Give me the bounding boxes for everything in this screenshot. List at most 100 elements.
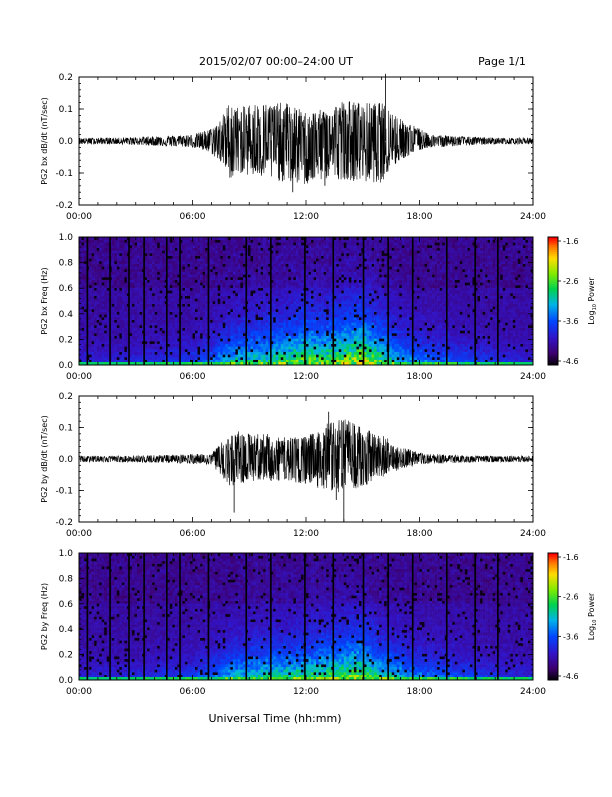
spectrogram-cell <box>213 352 216 355</box>
spectrogram-cell <box>155 280 158 283</box>
spectrogram-cell <box>97 248 100 251</box>
spectrogram-cell <box>253 317 256 320</box>
spectrogram-cell <box>132 266 135 269</box>
spectrogram-cell <box>316 290 319 293</box>
spectrogram-cell <box>129 338 132 341</box>
spectrogram-cell <box>190 264 193 267</box>
spectrogram-cell <box>261 312 264 315</box>
spectrogram-cell <box>124 248 127 251</box>
spectrogram-cell <box>198 256 201 259</box>
spectrogram-cell <box>251 349 254 352</box>
spectrogram-cell <box>306 256 309 259</box>
spectrogram-cell <box>99 256 102 259</box>
spectrogram-cell <box>233 336 236 339</box>
spectrogram-cell <box>314 301 317 304</box>
spectrogram-cell <box>195 301 198 304</box>
spectrogram-cell <box>253 320 256 323</box>
spectrogram-cell <box>296 306 299 309</box>
spectrogram-cell <box>230 349 233 352</box>
spectrogram-cell <box>107 352 110 355</box>
spectrogram-cell <box>122 330 125 333</box>
spectrogram-cell <box>140 325 143 328</box>
spectrogram-cell <box>160 312 163 315</box>
spectrogram-cell <box>82 298 85 301</box>
spectrogram-cell <box>182 282 185 285</box>
spectrogram-cell <box>198 282 201 285</box>
spectrogram-cell <box>97 258 100 261</box>
spectrogram-cell <box>92 314 95 317</box>
spectrogram-cell <box>288 352 291 355</box>
spectrogram-cell <box>112 349 115 352</box>
spectrogram-cell <box>134 248 137 251</box>
spectrogram-cell <box>150 266 153 269</box>
spectrogram-cell <box>167 322 170 325</box>
spectrogram-cell <box>185 336 188 339</box>
spectrogram-cell <box>200 333 203 336</box>
spectrogram-cell <box>172 304 175 307</box>
spectrogram-cell <box>314 333 317 336</box>
spectrogram-cell <box>324 344 327 347</box>
spectrogram-cell <box>84 354 87 357</box>
spectrogram-cell <box>170 354 173 357</box>
spectrogram-cell <box>291 240 294 243</box>
spectrogram-cell <box>258 240 261 243</box>
spectrogram-cell <box>170 333 173 336</box>
spectrogram-cell <box>198 301 201 304</box>
spectrogram-cell <box>140 352 143 355</box>
spectrogram-cell <box>278 357 281 360</box>
spectrogram-cell <box>145 328 148 331</box>
spectrogram-cell <box>185 266 188 269</box>
spectrogram-cell <box>187 266 190 269</box>
spectrogram-cell <box>122 333 125 336</box>
spectrogram-cell <box>137 250 140 253</box>
spectrogram-cell <box>89 312 92 315</box>
spectrogram-cell <box>185 288 188 291</box>
spectrogram-cell <box>200 298 203 301</box>
spectrogram-cell <box>316 280 319 283</box>
spectrogram-cell <box>129 264 132 267</box>
spectrogram-cell <box>117 280 120 283</box>
spectrogram-cell <box>273 352 276 355</box>
spectrogram-cell <box>124 309 127 312</box>
spectrogram-cell <box>140 354 143 357</box>
spectrogram-cell <box>150 242 153 245</box>
spectrogram-cell <box>253 301 256 304</box>
spectrogram-cell <box>150 336 153 339</box>
spectrogram-cell <box>145 357 148 360</box>
spectrogram-cell <box>286 298 289 301</box>
spectrogram-cell <box>329 274 332 277</box>
spectrogram-cell <box>195 296 198 299</box>
spectrogram-cell <box>293 333 296 336</box>
spectrogram-cell <box>215 330 218 333</box>
spectrogram-cell <box>296 301 299 304</box>
spectrogram-cell <box>266 309 269 312</box>
spectrogram-cell <box>160 293 163 296</box>
spectrogram-cell <box>251 317 254 320</box>
spectrogram-cell <box>155 256 158 259</box>
spectrogram-cell <box>92 357 95 360</box>
spectrogram-cell <box>99 312 102 315</box>
spectrogram-cell <box>89 346 92 349</box>
spectrogram-cell <box>112 282 115 285</box>
spectrogram-cell <box>160 242 163 245</box>
spectrogram-cell <box>92 261 95 264</box>
spectrogram-cell <box>157 338 160 341</box>
spectrogram-cell <box>258 274 261 277</box>
spectrogram-cell <box>324 349 327 352</box>
spectrogram-cell <box>112 264 115 267</box>
spectrogram-cell <box>89 269 92 272</box>
spectrogram-cell <box>195 277 198 280</box>
spectrogram-cell <box>114 317 117 320</box>
spectrogram-cell <box>162 266 165 269</box>
spectrogram-cell <box>240 280 243 283</box>
spectrogram-cell <box>150 325 153 328</box>
spectrogram-cell <box>298 282 301 285</box>
spectrogram-cell <box>89 352 92 355</box>
spectrogram-cell <box>155 325 158 328</box>
spectrogram-cell <box>288 296 291 299</box>
spectrogram-cell <box>311 322 314 325</box>
spectrogram-cell <box>82 341 85 344</box>
spectrogram-cell <box>266 240 269 243</box>
spectrogram-cell <box>316 322 319 325</box>
